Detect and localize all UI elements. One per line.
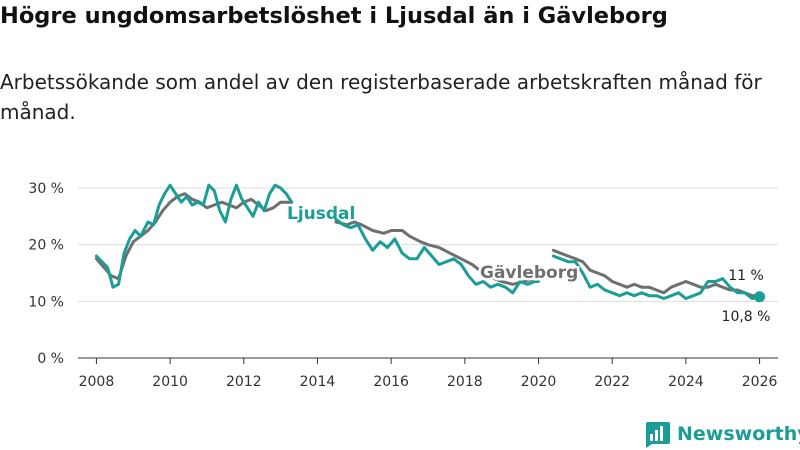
chart-title: Högre ungdomsarbetslöshet i Ljusdal än i… <box>0 3 668 29</box>
newsworthy-logo: Newsworthy <box>643 420 800 448</box>
chart-subtitle: Arbetssökande som andel av den registerb… <box>0 70 762 124</box>
x-tick-label: 2024 <box>668 374 704 390</box>
x-tick-label: 2012 <box>226 374 262 390</box>
ljusdal-series-label: Ljusdal <box>287 204 355 224</box>
x-tick-label: 2020 <box>521 374 557 390</box>
y-tick-label: 10 % <box>28 294 64 310</box>
gavleborg-series-label: Gävleborg <box>480 263 578 283</box>
gavleborg-line <box>551 248 762 298</box>
x-tick-label: 2014 <box>300 374 336 390</box>
ljusdal-line <box>334 217 540 295</box>
annotations: Ljusdal Gävleborg 11 % 10,8 % <box>287 204 770 325</box>
x-tick-label: 2010 <box>152 374 188 390</box>
series-lines <box>94 183 766 303</box>
x-tick-label: 2018 <box>447 374 483 390</box>
ljusdal-line <box>94 183 294 289</box>
gavleborg-line <box>334 220 540 286</box>
x-tick-label: 2016 <box>373 374 409 390</box>
x-tick-label: 2026 <box>742 374 778 390</box>
gavleborg-end-value: 11 % <box>728 268 764 284</box>
gavleborg-line <box>94 192 294 281</box>
x-tick-label: 2022 <box>594 374 630 390</box>
ljusdal-end-value: 10,8 % <box>722 309 771 325</box>
ljusdal-line <box>551 254 762 300</box>
newsworthy-logo-text: Newsworthy <box>677 423 800 445</box>
gridlines <box>78 187 778 359</box>
y-tick-label: 0 % <box>37 351 64 367</box>
y-tick-label: 30 % <box>28 181 64 197</box>
newsworthy-logo-icon <box>646 422 670 448</box>
axes: 0 % 10 % 20 % 30 % 2008 2010 2012 2014 2016 2018 2… <box>28 181 778 390</box>
ljusdal-end-point <box>754 291 766 303</box>
x-tick-label: 2008 <box>79 374 115 390</box>
y-tick-label: 20 % <box>28 238 64 254</box>
